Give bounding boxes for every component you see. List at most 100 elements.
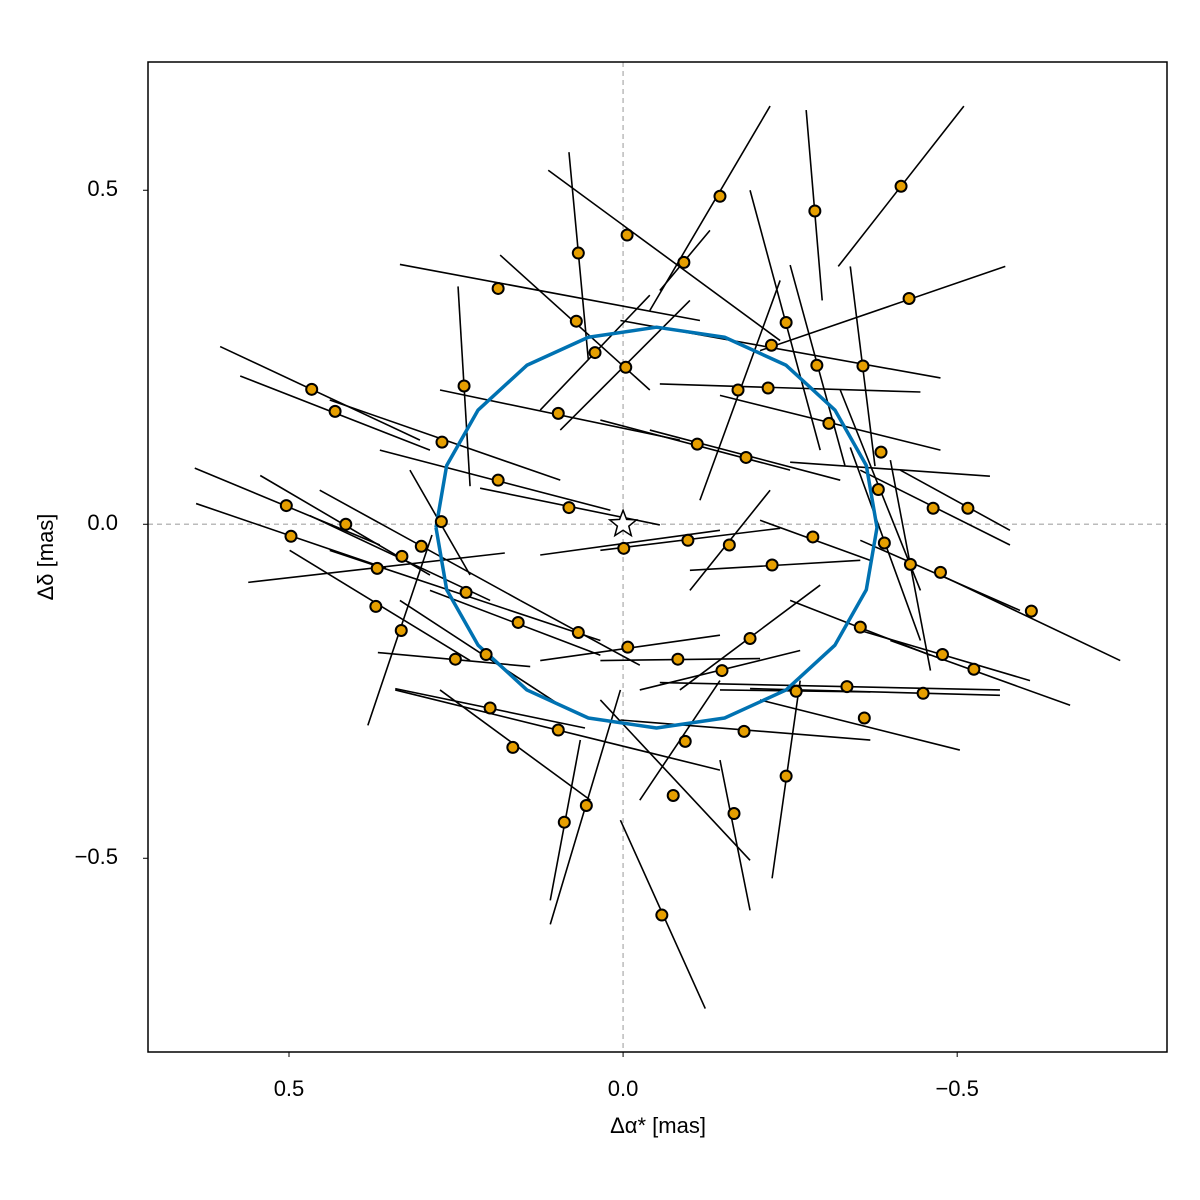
- scan-line: [547, 169, 781, 342]
- measurement-point: [764, 338, 778, 352]
- measurement-point: [853, 620, 867, 634]
- measurement-point: [715, 664, 729, 678]
- scan-line: [790, 461, 990, 477]
- measurement-point: [457, 379, 471, 393]
- scan-line: [659, 383, 921, 393]
- scan-line: [759, 265, 1006, 352]
- measurement-point: [737, 724, 751, 738]
- measurement-point: [511, 615, 525, 629]
- measurement-point: [339, 517, 353, 531]
- measurement-point: [369, 599, 383, 613]
- scan-line: [759, 699, 961, 751]
- measurement-point: [739, 450, 753, 464]
- y-tick-label: 0.5: [87, 176, 118, 201]
- measurement-point: [871, 483, 885, 497]
- measurement-point: [731, 383, 745, 397]
- measurement-point: [727, 807, 741, 821]
- scan-line: [900, 469, 1011, 531]
- x-tick-label: 0.5: [274, 1076, 305, 1101]
- measurement-point: [284, 529, 298, 543]
- measurement-point: [655, 908, 669, 922]
- measurement-point: [569, 314, 583, 328]
- measurement-point: [857, 711, 871, 725]
- measurement-point: [617, 541, 631, 555]
- y-axis-label: Δδ [mas]: [33, 514, 58, 601]
- measurement-point: [961, 501, 975, 515]
- x-tick-label: 0.0: [608, 1076, 639, 1101]
- scan-line: [399, 263, 701, 322]
- measurement-point: [902, 291, 916, 305]
- measurement-point: [894, 179, 908, 193]
- measurement-point: [551, 406, 565, 420]
- measurement-point: [677, 255, 691, 269]
- measurement-point: [779, 316, 793, 330]
- measurement-point: [810, 358, 824, 372]
- measurement-point: [1024, 604, 1038, 618]
- measurement-point: [822, 416, 836, 430]
- measurement-point: [967, 662, 981, 676]
- measurement-point: [506, 740, 520, 754]
- measurement-point: [434, 515, 448, 529]
- measurement-point: [414, 539, 428, 553]
- measurement-point: [551, 723, 565, 737]
- scan-line: [599, 699, 751, 861]
- measurement-point: [874, 445, 888, 459]
- measurement-point: [903, 557, 917, 571]
- measurement-point: [370, 561, 384, 575]
- measurement-point: [935, 648, 949, 662]
- measurement-point: [621, 640, 635, 654]
- measurement-point: [491, 281, 505, 295]
- measurement-point: [619, 360, 633, 374]
- plot-frame: [147, 61, 1168, 1053]
- measurement-point: [840, 680, 854, 694]
- measurement-point: [305, 382, 319, 396]
- star-marker: [607, 508, 639, 538]
- scan-line: [649, 105, 771, 311]
- scan-line: [719, 759, 751, 911]
- measurement-point: [394, 623, 408, 637]
- y-tick-label: −0.5: [75, 844, 118, 869]
- measurement-point: [713, 189, 727, 203]
- measurement-point: [671, 652, 685, 666]
- measurement-point: [279, 499, 293, 513]
- measurement-point: [856, 359, 870, 373]
- measurement-point: [328, 404, 342, 418]
- measurement-point: [806, 530, 820, 544]
- measurement-point: [571, 246, 585, 260]
- measurement-point: [571, 625, 585, 639]
- x-axis-label: Δα* [mas]: [610, 1113, 706, 1138]
- measurement-point: [678, 734, 692, 748]
- measurement-point: [779, 769, 793, 783]
- measurement-point: [789, 684, 803, 698]
- measurement-point: [459, 585, 473, 599]
- measurement-point: [557, 815, 571, 829]
- x-tick-label: −0.5: [935, 1076, 978, 1101]
- measurement-point: [588, 346, 602, 360]
- measurement-point: [808, 204, 822, 218]
- scan-line: [219, 345, 421, 441]
- measurement-point: [722, 538, 736, 552]
- measurement-point: [435, 435, 449, 449]
- measurement-point: [933, 565, 947, 579]
- measurement-point: [877, 536, 891, 550]
- scan-line: [890, 639, 1071, 707]
- measurement-point: [916, 686, 930, 700]
- measurement-point: [448, 652, 462, 666]
- measurement-point: [681, 533, 695, 547]
- orbit: [434, 325, 879, 730]
- measurement-point: [666, 788, 680, 802]
- measurement-point: [562, 501, 576, 515]
- measurement-point: [743, 631, 757, 645]
- measurement-point: [761, 381, 775, 395]
- measurement-point: [483, 701, 497, 715]
- measurement-point: [765, 558, 779, 572]
- y-tick-label: 0.0: [87, 510, 118, 535]
- measurement-point: [579, 799, 593, 813]
- measurement-point: [690, 437, 704, 451]
- measurement-point: [491, 473, 505, 487]
- measurement-point: [926, 501, 940, 515]
- measurement-point: [479, 648, 493, 662]
- scan-line: [659, 681, 1000, 691]
- measurement-point: [395, 549, 409, 563]
